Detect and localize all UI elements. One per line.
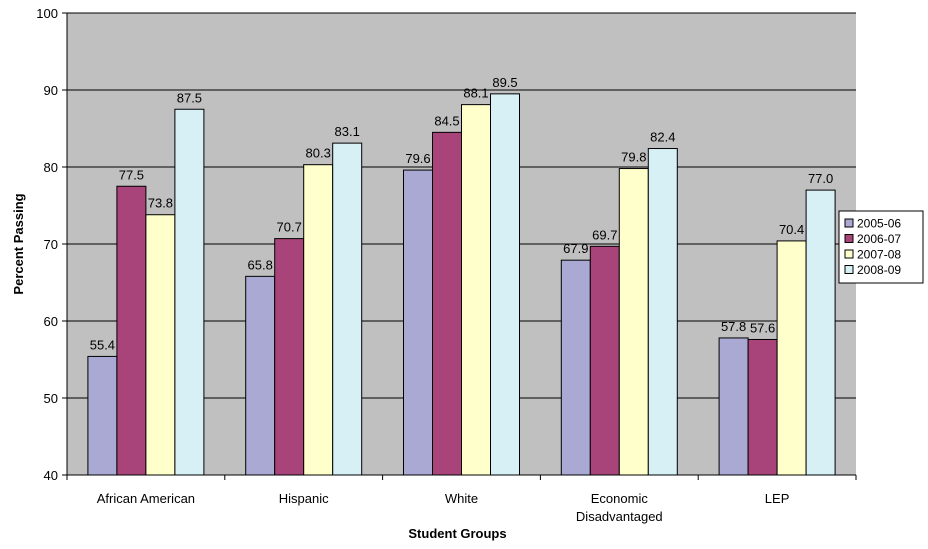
x-axis-title: Student Groups <box>408 526 506 541</box>
bar <box>589 245 620 476</box>
y-tick-label: 60 <box>44 314 58 329</box>
x-tick-label: LEP <box>765 491 790 506</box>
legend-label: 2008-09 <box>857 263 901 277</box>
bar <box>87 355 118 476</box>
legend-label: 2007-08 <box>857 248 901 262</box>
data-label: 88.1 <box>463 86 488 101</box>
data-label: 55.4 <box>90 337 115 352</box>
bar <box>274 238 305 476</box>
bars <box>87 93 836 476</box>
bar <box>461 104 491 476</box>
legend-swatch <box>844 249 854 259</box>
bar <box>245 275 276 476</box>
legend-label: 2006-07 <box>857 232 901 246</box>
y-tick-label: 40 <box>44 468 58 483</box>
legend-swatch <box>844 265 854 274</box>
bar <box>490 93 520 476</box>
x-tick-label: Hispanic <box>279 491 329 506</box>
bar <box>116 185 147 476</box>
bar <box>403 169 433 476</box>
data-label: 79.8 <box>621 150 646 165</box>
bar <box>718 337 749 476</box>
data-label: 80.3 <box>306 146 331 161</box>
data-label: 83.1 <box>335 124 360 139</box>
bar <box>145 214 176 476</box>
bar <box>747 338 778 476</box>
bar <box>647 148 678 476</box>
y-tick-label: 90 <box>44 83 58 98</box>
data-label: 70.7 <box>277 220 302 235</box>
data-label: 65.8 <box>248 257 273 272</box>
axes: 40 50 60 70 80 90 100 African American Hispanic W… <box>36 6 857 524</box>
data-label: 73.8 <box>148 196 173 211</box>
legend-swatch <box>844 218 854 228</box>
x-tick-label: African American <box>97 491 195 506</box>
bar <box>432 131 462 476</box>
data-labels: 55.4 77.5 73.8 87.5 65.8 70.7 80.3 83.1 79.6 84.5… <box>90 75 834 353</box>
data-label: 87.5 <box>177 90 202 105</box>
y-axis-title: Percent Passing <box>11 193 26 294</box>
y-tick-label: 80 <box>44 160 58 175</box>
x-tick-label: White <box>445 491 478 506</box>
bar <box>618 168 649 476</box>
data-label: 89.5 <box>492 75 517 90</box>
bar <box>560 259 591 476</box>
data-label: 82.4 <box>650 130 675 145</box>
y-tick-label: 100 <box>36 6 58 21</box>
data-label: 67.9 <box>563 241 588 256</box>
data-label: 70.4 <box>779 222 804 237</box>
legend-swatch <box>844 234 854 243</box>
bar <box>332 142 363 476</box>
data-label: 69.7 <box>592 227 617 242</box>
y-tick-label: 50 <box>44 391 58 406</box>
data-label: 57.8 <box>721 319 746 334</box>
data-label: 77.0 <box>808 171 833 186</box>
bar <box>174 108 205 476</box>
bar <box>776 240 807 476</box>
x-tick-label: Economic Disadvantaged <box>576 491 663 524</box>
bar <box>303 164 334 476</box>
legend-label: 2005-06 <box>857 217 901 231</box>
data-label: 77.5 <box>119 167 144 182</box>
data-label: 84.5 <box>434 113 459 128</box>
data-label: 79.6 <box>405 151 430 166</box>
data-label: 57.6 <box>750 320 775 335</box>
bar <box>805 189 836 476</box>
y-tick-label: 70 <box>44 237 58 252</box>
